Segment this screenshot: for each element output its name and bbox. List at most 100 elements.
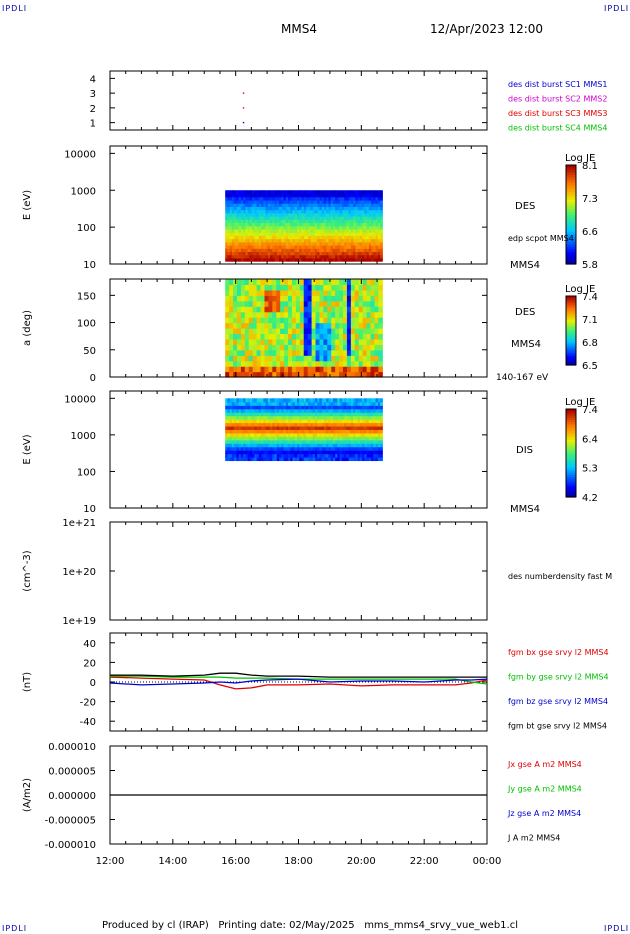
des-energy-cell xyxy=(258,206,262,211)
dis-energy-colorbar-tick-label: 4.2 xyxy=(582,493,598,504)
des-energy-colorbar-segment xyxy=(566,179,576,183)
dis-energy-cell xyxy=(225,412,229,417)
des-energy-cell xyxy=(236,222,240,227)
des-energy-cell xyxy=(337,216,341,220)
des-energy-cell xyxy=(323,212,327,217)
des-pitch-cell xyxy=(264,311,269,318)
dis-energy-cell xyxy=(350,429,354,434)
des-pitch-cell xyxy=(256,311,262,318)
dis-energy-cell xyxy=(314,408,318,413)
des-pitch-cell xyxy=(315,317,321,324)
des-pitch-cell xyxy=(225,328,230,335)
des-energy-cell xyxy=(353,199,356,204)
des-pitch-cell xyxy=(280,355,285,362)
des-energy-cell xyxy=(357,209,361,214)
des-energy-cell xyxy=(272,254,276,259)
des-pitch-cell xyxy=(339,349,344,356)
dis-energy-cell xyxy=(346,456,350,462)
dis-energy-cell xyxy=(350,450,354,455)
dis-energy-colorbar-segment xyxy=(566,433,576,436)
des-energy-cell xyxy=(254,248,258,253)
des-energy-cell xyxy=(339,219,343,224)
dis-energy-cell xyxy=(240,439,244,444)
des-energy-cell xyxy=(317,216,321,220)
burst-tick-label: 4 xyxy=(90,74,96,85)
des-energy-cell xyxy=(303,219,307,224)
dis-energy-cell xyxy=(348,408,352,413)
dis-energy-cell xyxy=(261,412,264,417)
des-energy-cell xyxy=(364,206,368,211)
des-energy-cell xyxy=(364,199,368,204)
dis-energy-cell xyxy=(355,398,359,403)
dis-energy-colorbar-tick-label: 6.4 xyxy=(582,434,598,445)
des-pitch-cell xyxy=(346,289,352,296)
des-pitch-cell xyxy=(378,328,383,335)
des-energy-cell xyxy=(332,232,336,236)
des-energy-cell xyxy=(323,203,327,207)
des-energy-cell xyxy=(375,193,379,198)
des-energy-cell xyxy=(303,212,307,217)
dis-energy-cell xyxy=(292,450,296,455)
des-energy-cell xyxy=(252,212,255,217)
des-pitch-cell xyxy=(240,317,246,324)
des-energy-cell xyxy=(256,193,260,198)
des-energy-cell xyxy=(366,238,370,243)
dis-energy-cell xyxy=(238,408,242,413)
des-pitch-cell xyxy=(225,355,230,362)
des-energy-cell xyxy=(290,193,294,198)
des-energy-cell xyxy=(249,241,253,246)
des-energy-cell xyxy=(335,244,338,249)
des-pitch-cell xyxy=(303,317,309,324)
dis-energy-cell xyxy=(231,429,235,434)
des-pitch-cell xyxy=(240,300,246,307)
dis-energy-cell xyxy=(283,443,287,448)
des-energy-cell xyxy=(303,196,307,201)
dis-energy-cell xyxy=(299,408,303,413)
des-energy-cell xyxy=(357,190,361,195)
des-energy-cell xyxy=(229,248,233,253)
des-energy-cell xyxy=(245,190,249,195)
des-energy-cell xyxy=(297,190,300,195)
des-energy-cell xyxy=(312,257,316,262)
dis-energy-cell xyxy=(377,412,381,417)
dis-energy-cell xyxy=(258,432,262,437)
des-pitch-cell xyxy=(311,295,317,302)
des-pitch-cell xyxy=(335,338,340,345)
dis-energy-colorbar-segment xyxy=(566,424,576,428)
dis-energy-cell xyxy=(279,439,282,444)
des-energy-cell xyxy=(308,235,312,240)
des-energy-cell xyxy=(256,225,260,230)
dis-energy-cell xyxy=(272,405,276,410)
des-energy-cell xyxy=(270,244,273,249)
des-pitch-cell xyxy=(252,360,258,367)
dis-energy-cell xyxy=(330,415,334,420)
des-energy-cell xyxy=(328,199,332,204)
dis-energy-cell xyxy=(366,450,370,455)
dis-energy-cell xyxy=(335,422,338,427)
des-energy-cell xyxy=(346,209,350,214)
des-pitch-cell xyxy=(272,311,277,318)
dis-energy-cell xyxy=(229,425,233,430)
des-pitch-cell xyxy=(272,295,277,302)
des-energy-cell xyxy=(314,222,318,227)
dis-energy-cell xyxy=(377,425,381,430)
dis-energy-cell xyxy=(368,436,372,441)
dis-energy-cell xyxy=(312,432,316,437)
dis-energy-cell xyxy=(229,412,233,417)
dis-energy-cell xyxy=(359,443,363,448)
des-energy-cell xyxy=(335,225,338,230)
dis-energy-cell xyxy=(245,415,249,420)
des-energy-cell xyxy=(326,235,330,240)
dis-energy-cell xyxy=(364,429,368,434)
des-pitch-cell xyxy=(343,366,348,373)
des-pitch-cell xyxy=(315,349,321,356)
des-energy-cell xyxy=(371,206,374,211)
des-pitch-cell xyxy=(311,355,317,362)
des-energy-cell xyxy=(285,199,289,204)
des-pitch-cell xyxy=(236,355,242,362)
des-pitch-cell xyxy=(307,279,313,286)
des-energy-cell xyxy=(263,222,267,227)
dis-energy-cell xyxy=(366,439,370,444)
dis-energy-cell xyxy=(238,422,242,427)
des-pitch-cell xyxy=(233,344,238,351)
